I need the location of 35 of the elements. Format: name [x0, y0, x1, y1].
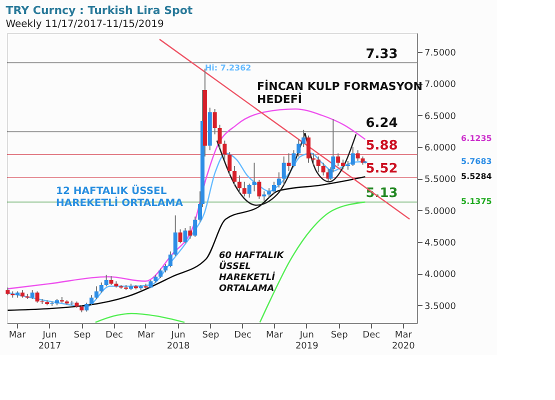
- y-tick-label: 5.0000: [424, 206, 456, 217]
- x-tick-label: Jun 2017: [38, 330, 62, 352]
- x-tick-label: Mar 2020: [392, 330, 416, 352]
- text: 5.7683: [461, 157, 492, 166]
- y-tick-label: 6.5000: [424, 112, 456, 122]
- y-tick-label: 4.0000: [424, 270, 456, 280]
- x-tick-label: Sep: [74, 330, 91, 340]
- annotation: Hi: 7.2362: [204, 64, 252, 73]
- y-tick-label: 5.5000: [424, 175, 456, 186]
- x-tick-label: Mar: [8, 330, 26, 340]
- ref-line-label: 5.88: [366, 138, 398, 154]
- x-tick-label: Jun 2018: [166, 330, 190, 352]
- text: 6.1235: [461, 134, 492, 143]
- text: 5.5284: [461, 172, 492, 181]
- y-tick-label: 6.0000: [424, 143, 456, 154]
- y-tick-label: 4.5000: [424, 238, 456, 248]
- chart-subtitle: Weekly 11/17/2017-11/15/2019: [6, 19, 164, 30]
- ref-line-label: 5.52: [366, 161, 398, 176]
- ref-line-label: 7.33: [366, 46, 398, 62]
- x-tick-label: Mar: [137, 330, 155, 340]
- x-tick-label: Sep: [202, 330, 220, 340]
- ref-line-label: 6.24: [366, 116, 398, 131]
- x-tick-label: Dec: [106, 330, 123, 340]
- x-tick-label: Jun 2019: [295, 330, 319, 352]
- annotation: FİNCAN KULP FORMASYON HEDEFİ: [257, 79, 422, 106]
- y-tick-label: 3.5000: [424, 302, 456, 312]
- x-tick-label: Dec: [362, 330, 380, 340]
- annotation: 60 HAFTALIK ÜSSEL HAREKETLİ ORTALAMA: [219, 251, 285, 294]
- y-tick-label: 7.0000: [424, 80, 456, 90]
- chart-title: TRY Curncy : Turkish Lira Spot: [6, 4, 193, 17]
- y-tick-label: 7.5000: [424, 48, 456, 58]
- x-tick-label: Mar: [266, 330, 284, 340]
- x-tick-label: Dec: [234, 330, 252, 340]
- x-tick-label: Sep: [330, 330, 348, 340]
- text: 5.1375: [461, 197, 492, 206]
